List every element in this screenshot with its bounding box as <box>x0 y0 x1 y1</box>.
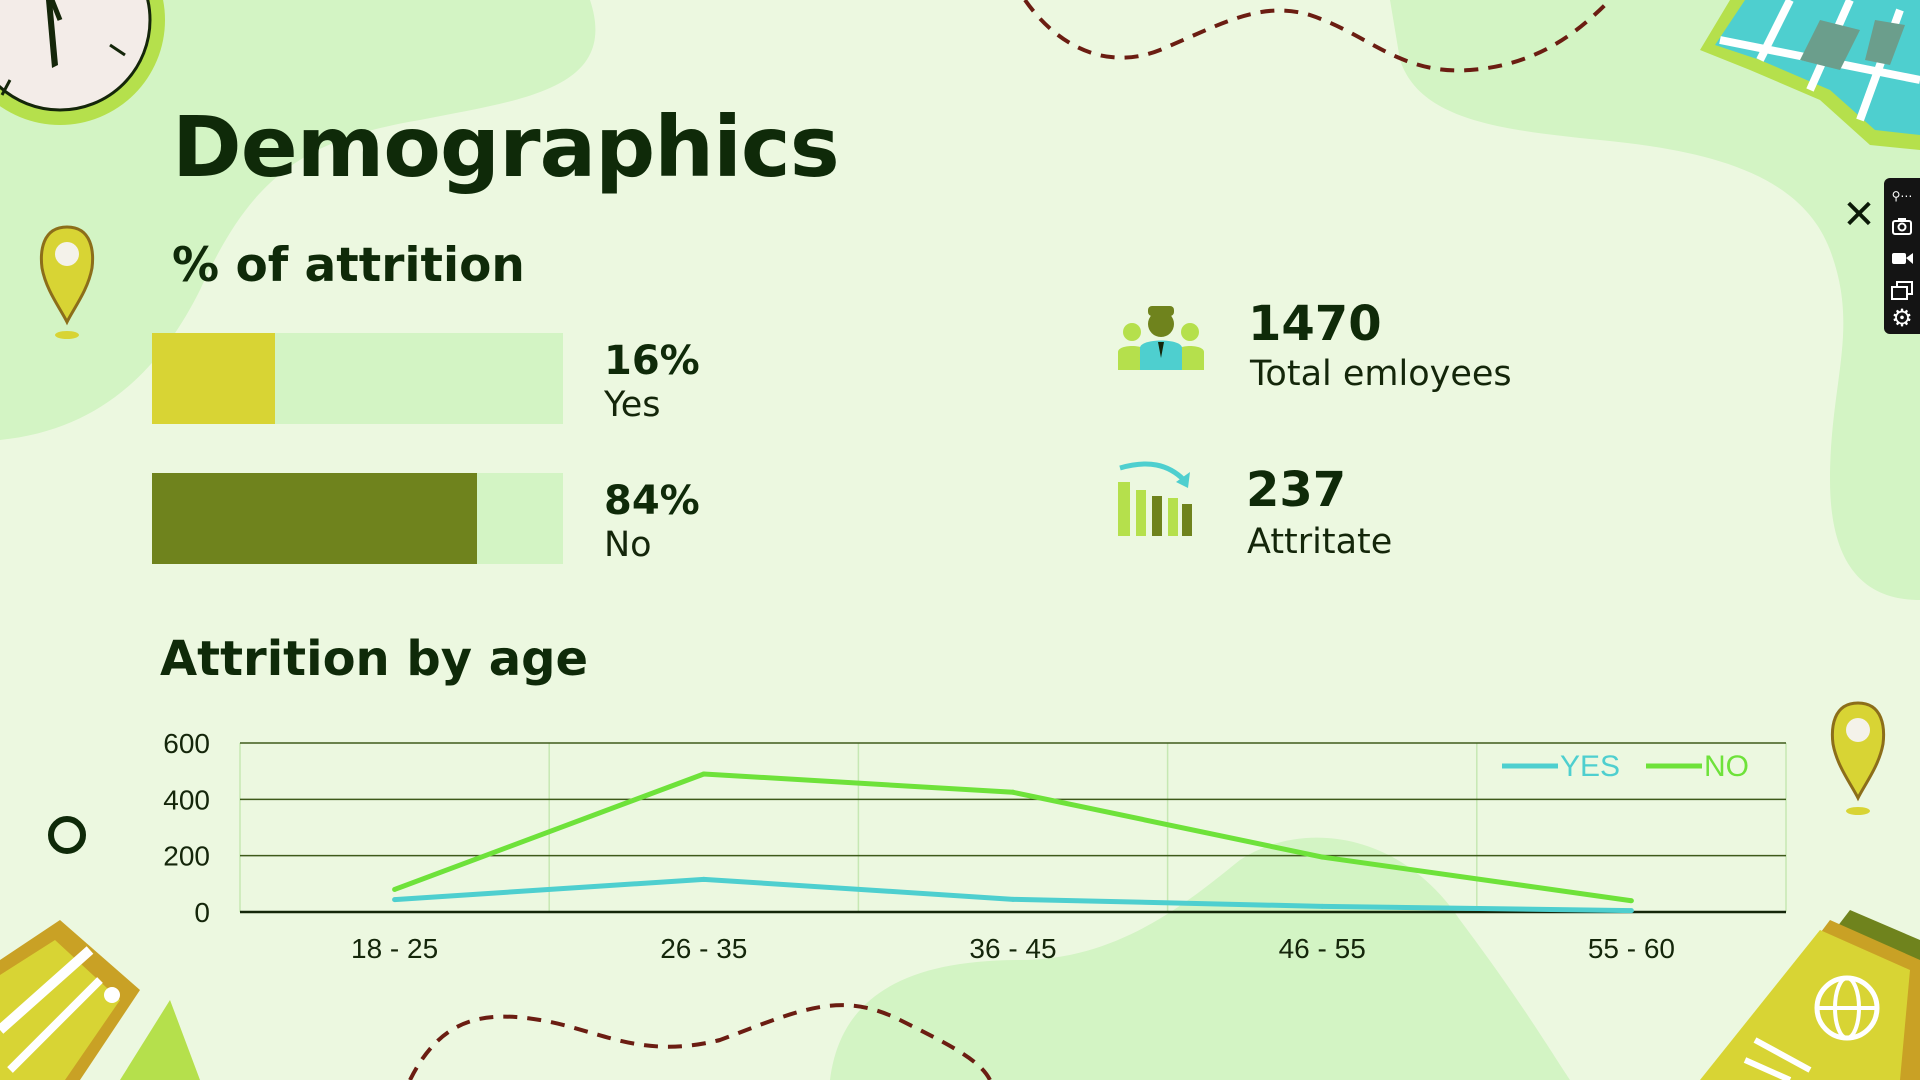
people-group-icon <box>1118 306 1204 370</box>
attrition-bar-no <box>152 473 563 564</box>
chart-legend-label: NO <box>1704 750 1749 783</box>
map-icon <box>1700 0 1920 150</box>
attrition-bar-yes-fill <box>152 333 276 424</box>
blob-top-right <box>1390 0 1920 600</box>
location-pin-icon-left <box>39 225 95 339</box>
attrition-yes-label: Yes <box>604 385 661 425</box>
card-icon <box>0 920 200 1080</box>
attrition-by-age-chart: 0 200 400 600 18 - 25 26 - 35 36 - 45 46 - 55 55… <box>163 728 1787 964</box>
chart-point-yes <box>1628 908 1634 914</box>
chart-point-no <box>1010 789 1016 795</box>
chart-y-tick-label: 0 <box>194 897 210 928</box>
video-icon[interactable] <box>1888 244 1916 272</box>
close-icon[interactable]: ✕ <box>1842 192 1876 238</box>
chart-point-yes <box>392 897 398 903</box>
chart-legend-label: YES <box>1560 750 1620 783</box>
chart-y-tick-label: 600 <box>163 728 210 759</box>
attrition-yes-percent: 16% <box>604 338 700 384</box>
clock-icon <box>0 0 165 125</box>
gear-icon[interactable]: ⚙ <box>1891 304 1913 332</box>
declining-bar-chart-icon <box>1118 461 1192 536</box>
attrition-bar-no-fill <box>152 473 477 564</box>
location-pin-icon-right <box>1830 701 1886 815</box>
page-title: Demographics <box>172 98 840 196</box>
total-employees-label: Total emloyees <box>1250 354 1512 394</box>
blob-bottom <box>830 837 1570 1080</box>
chart-x-tick-label: 55 - 60 <box>1588 933 1675 964</box>
chart-y-tick-label: 200 <box>163 841 210 872</box>
chart-y-tick-label: 400 <box>163 784 210 815</box>
blob-top-left <box>0 0 596 440</box>
chart-x-tick-label: 36 - 45 <box>969 933 1056 964</box>
total-employees-value: 1470 <box>1248 296 1382 352</box>
chart-series-line-yes <box>394 876 1632 914</box>
chart-point-no <box>1628 898 1634 904</box>
ring-decoration <box>48 816 86 854</box>
chart-x-tick-label: 18 - 25 <box>351 933 438 964</box>
attrited-label: Attritate <box>1247 522 1393 562</box>
chart-x-tick-label: 26 - 35 <box>660 933 747 964</box>
dashed-path-bottom <box>408 1003 992 1080</box>
chart-point-no <box>1319 854 1325 860</box>
attrition-no-label: No <box>604 525 652 565</box>
chart-x-tick-label: 46 - 55 <box>1279 933 1366 964</box>
attrition-no-percent: 84% <box>604 478 700 524</box>
chart-point-yes <box>1010 896 1016 902</box>
dashed-path-top <box>1023 0 1612 73</box>
window-icon[interactable] <box>1888 276 1916 304</box>
passport-icon <box>1700 910 1920 1080</box>
chart-point-yes <box>701 876 707 882</box>
link-icon[interactable]: ⚲⋯ <box>1891 189 1913 203</box>
chart-point-no <box>392 886 398 892</box>
attrition-bar-yes <box>152 333 563 424</box>
floating-toolbar: ⚲⋯ ⚙ <box>1884 178 1920 334</box>
attrition-heading: % of attrition <box>172 238 525 293</box>
attrited-value: 237 <box>1246 462 1347 518</box>
chart-title: Attrition by age <box>160 631 589 687</box>
chart-point-no <box>701 771 707 777</box>
camera-icon[interactable] <box>1888 212 1916 240</box>
chart-point-yes <box>1319 903 1325 909</box>
